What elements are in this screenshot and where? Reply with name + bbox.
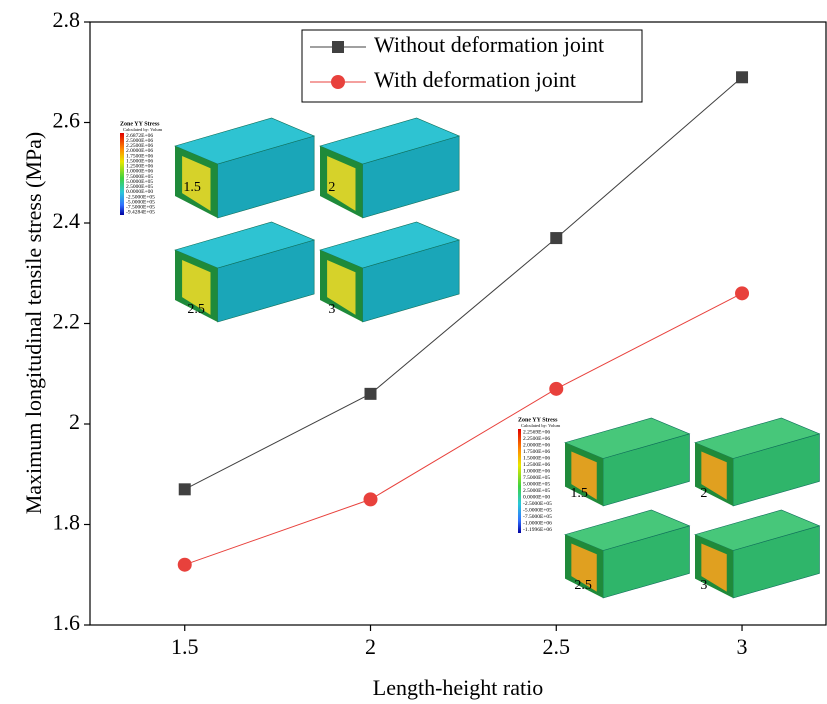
- marker: [736, 71, 748, 83]
- color-bar-label: -2.5000E+05: [523, 501, 552, 507]
- y-tick-label: 2: [69, 409, 80, 434]
- inset-subtitle: Calculated by: Volum: [521, 423, 561, 428]
- y-tick-label: 2.4: [53, 208, 81, 233]
- legend-label: Without deformation joint: [374, 32, 604, 57]
- panel-label: 1.5: [570, 486, 588, 501]
- y-tick-label: 1.8: [53, 510, 81, 535]
- panel-label: 2.5: [574, 578, 592, 593]
- y-tick-label: 2.8: [53, 7, 81, 32]
- panel-label: 3: [700, 578, 707, 593]
- color-bar-label: 2.0000E+06: [523, 443, 550, 449]
- x-axis-title: Length-height ratio: [373, 675, 543, 700]
- color-bar-label: 1.5000E+06: [523, 456, 550, 462]
- color-bar-label: 1.2500E+06: [523, 462, 550, 468]
- color-bar-label: -1.0000E+06: [523, 521, 552, 527]
- inset-subtitle: Calculated by: Volum: [123, 127, 163, 132]
- color-bar-label: -9.4284E+05: [126, 210, 155, 216]
- color-bar-label: -5.0000E+05: [523, 508, 552, 514]
- panel-label: 2: [328, 180, 335, 195]
- marker: [178, 558, 192, 572]
- y-tick-label: 2.6: [53, 108, 81, 133]
- chart: Length-height ratio Maximum longitudinal…: [0, 0, 827, 704]
- color-bar-label: 0.0000E+00: [523, 495, 550, 501]
- x-tick-label: 3: [737, 634, 748, 659]
- marker: [549, 382, 563, 396]
- marker: [735, 286, 749, 300]
- y-axis-title: Maximum longitudinal tensile stress (MPa…: [21, 132, 46, 515]
- color-bar-label: 2.2569E+06: [523, 430, 550, 436]
- color-bar-label: 1.7500E+06: [523, 449, 550, 455]
- legend-marker: [331, 75, 345, 89]
- y-tick-label: 1.6: [53, 610, 81, 635]
- marker: [179, 483, 191, 495]
- color-bar-label: -7.5000E+05: [523, 514, 552, 520]
- panel-label: 2.5: [187, 302, 205, 317]
- marker: [364, 492, 378, 506]
- marker: [550, 232, 562, 244]
- marker: [365, 388, 377, 400]
- x-tick-label: 2: [365, 634, 376, 659]
- panel-label: 2: [700, 486, 707, 501]
- color-bar-label: -1.1996E+06: [523, 527, 552, 533]
- panel-label: 3: [328, 302, 335, 317]
- color-bar: [518, 429, 521, 533]
- color-bar: [120, 133, 124, 215]
- x-tick-label: 2.5: [543, 634, 571, 659]
- panel-label: 1.5: [183, 180, 201, 195]
- color-bar-label: 7.5000E+05: [523, 475, 550, 481]
- color-bar-label: 5.0000E+05: [523, 482, 550, 488]
- color-bar-label: 2.5000E+05: [523, 488, 550, 494]
- color-bar-label: 1.0000E+06: [523, 469, 550, 475]
- y-tick-label: 2.2: [53, 309, 81, 334]
- legend-label: With deformation joint: [374, 67, 576, 92]
- x-tick-label: 1.5: [171, 634, 199, 659]
- legend-marker: [332, 41, 344, 53]
- color-bar-label: 2.2500E+06: [523, 436, 550, 442]
